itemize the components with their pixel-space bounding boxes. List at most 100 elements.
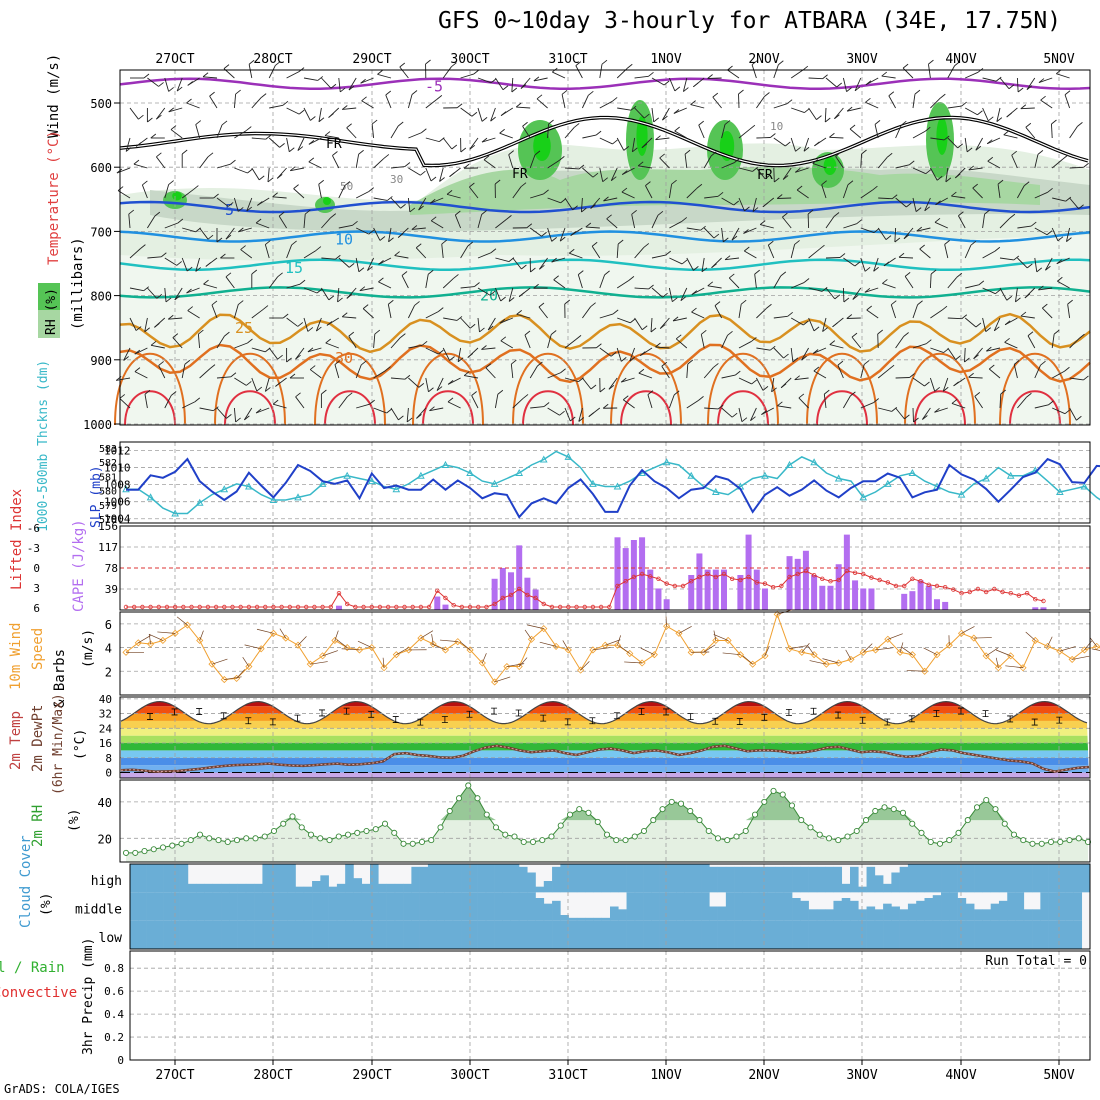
wind-barb (357, 640, 372, 648)
upper-wind-barb-flag (674, 126, 680, 132)
upper-wind-barb (367, 257, 375, 271)
upper-wind-barb (564, 339, 577, 349)
temp-band-0 (121, 772, 1089, 778)
wind-barb (807, 645, 815, 655)
upper-wind-barb-flag (786, 99, 793, 105)
upper-wind-barb-flag (854, 261, 861, 267)
cloud-high-cell (477, 864, 487, 893)
cloud-high-cell (1007, 864, 1016, 893)
thickness-point (785, 460, 794, 468)
upper-wind-barb (373, 158, 385, 169)
upper-wind-barb (123, 347, 131, 361)
rh2m-point (548, 833, 555, 840)
li-point (1016, 593, 1022, 598)
temp-contour-label--5: -5 (425, 78, 443, 96)
li-point (287, 604, 293, 610)
rh2m-frame (119, 779, 1091, 863)
upper-wind-barb (406, 407, 409, 422)
li-point (131, 604, 137, 610)
thickness-point (171, 509, 179, 517)
rh2m-point (872, 807, 879, 815)
cloud-low-cell (742, 920, 751, 949)
upper-wind-barb-flag (832, 322, 838, 328)
li-point (123, 604, 129, 610)
cloud-high-cell (841, 883, 851, 893)
upper-wind-barb-flag (917, 300, 923, 306)
dewpoint-line-inner (120, 745, 1090, 773)
rh2m-tick-20: 20 (98, 832, 112, 846)
cloud-low-cell (965, 920, 975, 949)
upper-wind-barb-flag (759, 220, 766, 225)
upper-wind-barb-flag (297, 322, 304, 327)
upper-wind-barb-flag (378, 260, 384, 265)
upper-wind-barb-flag (659, 153, 665, 159)
upper-wind-barb-flag (956, 272, 963, 278)
wind-barb (624, 661, 643, 664)
cape-bar (434, 596, 441, 610)
temp-minmax-marker (957, 707, 964, 715)
wind-speed-point (564, 646, 572, 654)
rh2m-point (909, 820, 916, 827)
bottom-x-tick-28OCT: 28OCT (253, 1068, 292, 1083)
cape-bar (737, 575, 744, 610)
upper-wind-barb-flag (168, 87, 174, 92)
cloud-high-cell (345, 864, 354, 893)
upper-ylabel-rh: RH (%) (44, 288, 59, 335)
thickness-point (810, 458, 818, 466)
cloud-low-cell (187, 920, 197, 949)
li-point (164, 604, 170, 610)
upper-wind-barb-flag (975, 145, 982, 151)
upper-wind-barb-flag (710, 151, 717, 157)
thickness-point (367, 477, 376, 485)
upper-wind-barb (460, 245, 469, 259)
upper-wind-barb (321, 77, 332, 89)
cloud-low-cell (568, 920, 578, 949)
cloud-middle-cell (758, 892, 768, 921)
upper-wind-barb-flag (293, 184, 299, 189)
cloud-low-cell (378, 920, 387, 949)
upper-wind-barb (674, 130, 688, 139)
temp-contour-label-25: 25 (235, 319, 253, 337)
temp-minmax-marker (343, 707, 350, 715)
upper-wind-barb (447, 377, 461, 385)
thickness-point (1056, 487, 1064, 495)
upper-wind-barb-flag (538, 302, 545, 308)
rh2m-point (576, 806, 583, 813)
upper-wind-barb (390, 197, 401, 209)
upper-wind-barb (385, 94, 392, 109)
upper-wind-barb (483, 159, 496, 169)
cape-bar (442, 604, 449, 610)
upper-wind-barb (738, 197, 745, 212)
upper-wind-barb (338, 396, 348, 409)
upper-wind-barb-flag (277, 354, 283, 360)
cloud-low-cell (585, 920, 594, 949)
wind-speed-point (220, 676, 228, 684)
li-point (181, 604, 186, 610)
upper-wind-barb-flag (135, 326, 142, 331)
upper-wind-barb-flag (824, 389, 830, 395)
upper-wind-barb-flag (1066, 237, 1072, 242)
upper-wind-barb-flag (590, 204, 596, 209)
wind-speed-point (847, 655, 855, 663)
temp-minmax-marker (147, 713, 153, 720)
temp35-bump-7 (816, 390, 868, 426)
rh2m-point (520, 838, 527, 846)
upper-wind-barb (650, 317, 653, 332)
cloud-middle-cell (742, 892, 751, 921)
temp-minmax-marker (1056, 716, 1063, 724)
upper-wind-barb (877, 368, 890, 379)
upper-wind-barb (481, 137, 496, 143)
rh2m-point (724, 837, 731, 844)
upper-wind-barb (964, 347, 966, 363)
upper-wind-barb-flag (865, 80, 872, 86)
cloud-middle-cell (643, 892, 652, 921)
cloud-middle-cell (825, 909, 834, 921)
cloud-high-cell (1040, 864, 1049, 893)
upper-wind-barb-flag (734, 158, 740, 163)
cloud-middle-cell (974, 909, 983, 921)
cloud-layer-label-middle: middle (75, 903, 122, 918)
cloud-low-cell (883, 920, 892, 949)
upper-wind-barb (481, 347, 496, 350)
cloud-high-cell (320, 875, 329, 893)
top-x-tick-27OCT: 27OCT (155, 52, 194, 67)
